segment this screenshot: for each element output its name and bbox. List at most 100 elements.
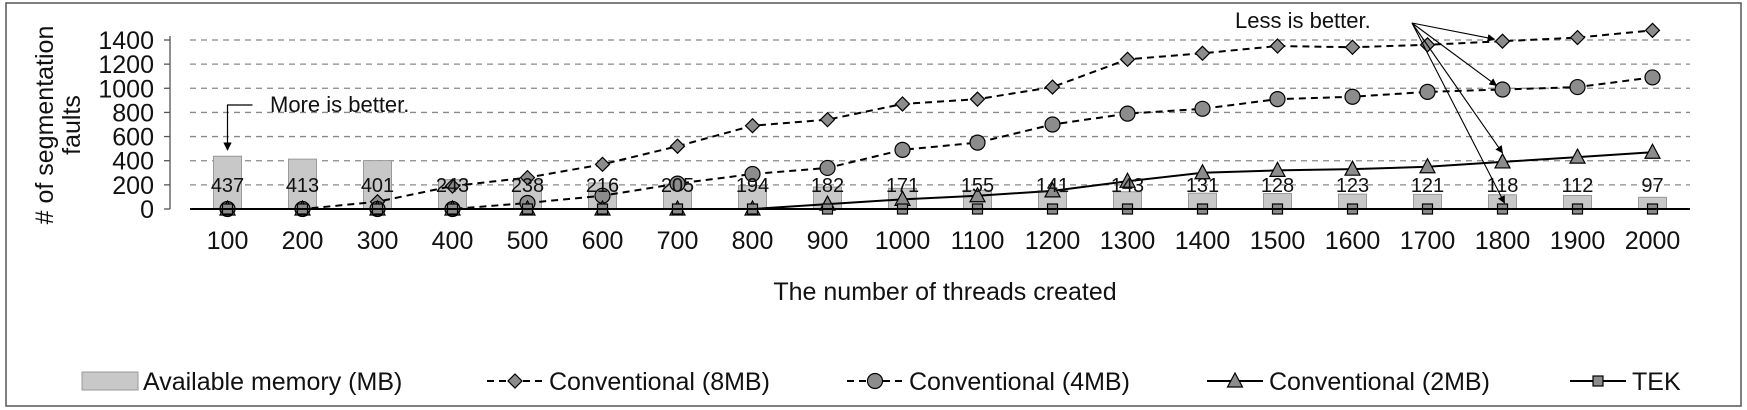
bar-data-label: 143	[1111, 175, 1144, 197]
bar-data-label: 401	[361, 175, 394, 197]
gridlines	[190, 39, 1690, 186]
circle-marker	[1119, 105, 1136, 122]
x-tick-label: 1800	[1475, 227, 1531, 255]
y-tick-label: 600	[112, 124, 154, 152]
circle-marker	[1344, 88, 1361, 105]
x-tick-label: 1100	[951, 227, 1005, 255]
x-tick-label: 2000	[1625, 227, 1681, 255]
circle-marker	[1569, 78, 1586, 96]
x-tick-label: 300	[357, 227, 399, 255]
annotation-arrow	[223, 104, 253, 151]
x-tick-label: 1500	[1250, 227, 1306, 255]
bar-data-label: 243	[436, 175, 469, 197]
square-marker	[1592, 375, 1604, 387]
triangle-marker	[1043, 181, 1062, 198]
circle-marker	[1419, 83, 1436, 101]
diamond-marker	[894, 96, 911, 112]
triangle-marker	[1226, 371, 1244, 388]
circle-marker	[1269, 91, 1286, 108]
triangle-marker	[1193, 163, 1212, 180]
circle-marker	[866, 372, 884, 390]
triangle-marker	[1343, 159, 1362, 176]
x-tick-label: 100	[207, 227, 249, 255]
diamond-marker	[744, 117, 761, 134]
x-tick-label: 200	[282, 227, 324, 255]
x-tick-label: 1600	[1325, 227, 1381, 255]
annotation-arrow	[1411, 22, 1503, 154]
diamond-marker	[444, 178, 461, 194]
x-tick-label: 600	[582, 227, 624, 255]
x-tick-label: 1000	[875, 227, 931, 255]
y-axis-title-line2: faults	[58, 95, 86, 155]
y-tick-label: 200	[112, 172, 154, 200]
circle-marker	[1494, 81, 1511, 98]
triangle-marker	[1118, 171, 1137, 188]
circle-marker	[669, 175, 686, 192]
x-tick-label: 700	[657, 227, 699, 255]
y-tick-label: 800	[112, 99, 154, 127]
bar-data-label: 216	[586, 175, 619, 197]
x-tick-label: 1300	[1100, 227, 1156, 255]
diamond-marker	[594, 156, 611, 173]
circle-marker	[1644, 69, 1661, 86]
legend-swatch-bar	[81, 371, 139, 391]
legend-label: Conventional (2MB)	[1269, 368, 1490, 396]
bar-data-label: 171	[886, 175, 919, 197]
bar-data-label: 194	[736, 175, 769, 197]
diamond-marker	[519, 169, 536, 186]
bar-data-label: 238	[511, 175, 544, 197]
triangle-marker	[1643, 142, 1662, 159]
triangle-marker	[1568, 147, 1587, 164]
annotation-less-is-better: Less is better.	[1235, 8, 1371, 33]
x-tick-label: 1700	[1400, 227, 1456, 255]
triangle-marker	[968, 186, 987, 203]
series-line	[227, 29, 1653, 210]
bar-data-label: 121	[1411, 175, 1444, 197]
bar-data-label: 141	[1036, 175, 1069, 197]
x-tick-label: 800	[732, 227, 774, 255]
diamond-marker	[1494, 33, 1511, 50]
circle-marker	[1194, 100, 1211, 117]
legend-label: Conventional (4MB)	[909, 368, 1130, 396]
circle-marker	[969, 134, 986, 151]
bar-data-label: 131	[1186, 175, 1219, 197]
annotation-arrow	[1411, 22, 1496, 42]
x-tick-label: 1400	[1175, 227, 1231, 255]
triangle-marker	[1268, 161, 1287, 177]
bar-data-label: 205	[661, 175, 694, 197]
diamond-marker	[1644, 22, 1661, 39]
legend-label: Available memory (MB)	[143, 368, 402, 396]
y-axis-title: # of segmentation	[31, 26, 59, 225]
y-tick-label: 1200	[98, 51, 154, 79]
circle-marker	[819, 159, 836, 177]
y-tick-label: 1400	[98, 27, 154, 55]
y-tick-label: 1000	[98, 75, 154, 103]
diamond-marker	[1119, 51, 1136, 68]
bar-data-label: 182	[811, 175, 844, 197]
diamond-marker	[1569, 29, 1586, 46]
bar-data-labels: 437 413 401 243 238 216 205 194 182 171 155 141 143 1…	[211, 175, 1664, 197]
x-tick-label: 400	[432, 227, 474, 255]
bar-data-label: 118	[1487, 175, 1519, 197]
annotation-arrow	[1411, 22, 1498, 86]
legend-label: Conventional (8MB)	[549, 368, 770, 396]
annotations: More is better. Less is better.	[223, 8, 1505, 204]
bar-data-label: 112	[1562, 175, 1594, 197]
bar-data-label: 123	[1336, 175, 1369, 197]
circle-marker	[894, 141, 911, 158]
diamond-marker	[1044, 79, 1061, 95]
annotation-arrow	[1411, 22, 1505, 204]
y-tick-label: 400	[112, 148, 154, 176]
y-tick-label: 0	[140, 196, 154, 224]
diamond-marker	[1344, 39, 1361, 56]
diamond-marker	[819, 111, 836, 128]
legend-label: TEK	[1632, 368, 1681, 396]
x-tick-label: 1200	[1025, 227, 1081, 255]
bar-data-label: 413	[286, 175, 319, 197]
diamond-marker	[1269, 38, 1286, 54]
legend: Available memory (MB) Conventional (8MB) C…	[81, 368, 1681, 396]
circle-marker	[744, 165, 761, 183]
